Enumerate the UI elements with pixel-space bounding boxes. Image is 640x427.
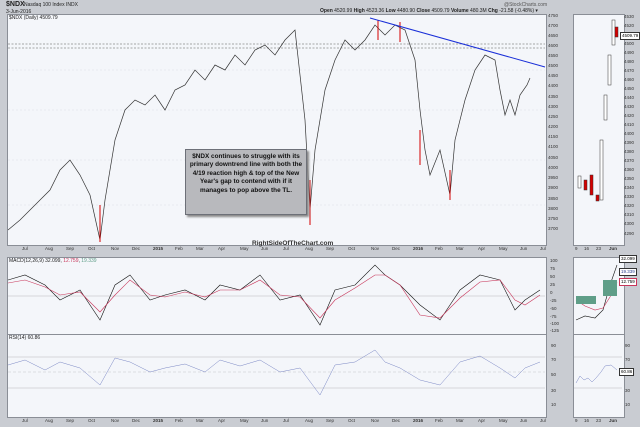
symbol: $NDX bbox=[6, 1, 25, 8]
quote-line: Open 4520.99 High 4523.36 Low 4480.90 Cl… bbox=[320, 8, 538, 14]
rsi-legend: RSI(14) 60.86 bbox=[9, 335, 41, 341]
rsi-panel bbox=[7, 334, 547, 418]
rsi-line bbox=[7, 349, 541, 396]
rsi-tag: 60.86 bbox=[619, 368, 635, 376]
downtrend-line bbox=[369, 17, 546, 68]
last-price-tag: 4509.79 bbox=[620, 32, 640, 40]
hist-tag: 19.339 bbox=[619, 268, 637, 276]
macd-legend: MACD(12,26,9) 32.099, 12.759, 19.339 bbox=[9, 258, 97, 264]
price-line bbox=[7, 24, 531, 241]
rsi-zoom-line bbox=[575, 364, 618, 384]
zoom-rsi-panel bbox=[573, 334, 625, 418]
price-legend: $NDX (Daily) 4509.79 bbox=[9, 15, 58, 21]
macd-line bbox=[7, 264, 541, 326]
zoom-price-panel bbox=[573, 14, 625, 246]
chart-date: 3-Jun-2016 bbox=[6, 9, 32, 15]
chart-header: $NDX Nasdaq 100 Index INDX 3-Jun-2016 @S… bbox=[0, 0, 640, 15]
watermark: RightSideOfTheChart.com bbox=[252, 240, 334, 247]
signal-tag: 12.759 bbox=[619, 278, 637, 286]
macd-tag: 32.099 bbox=[619, 255, 637, 263]
signal-line bbox=[7, 274, 541, 319]
source-credit: @StockCharts.com bbox=[504, 2, 548, 8]
index-name: Nasdaq 100 Index INDX bbox=[24, 2, 78, 8]
annotation-box: $NDX continues to struggle with its prim… bbox=[185, 149, 307, 215]
macd-histogram bbox=[576, 280, 617, 304]
resistance-lines bbox=[8, 43, 545, 49]
